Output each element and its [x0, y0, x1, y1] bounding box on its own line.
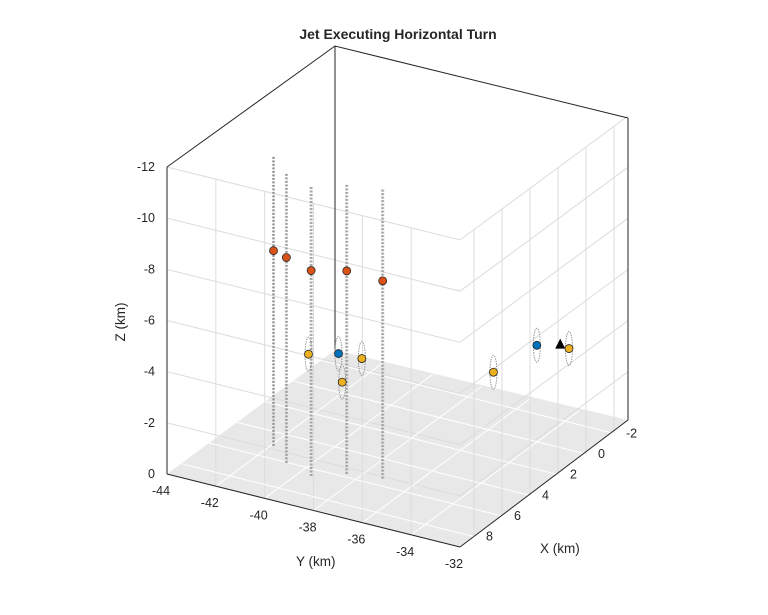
y-tick-label: -36	[347, 533, 365, 547]
z-tick-label: -12	[137, 160, 155, 174]
detection-point	[269, 246, 278, 256]
detection-point	[357, 354, 367, 363]
detection-point	[532, 340, 542, 350]
x-tick-label: 6	[514, 509, 521, 523]
x-floor-grid-line	[320, 359, 615, 434]
x-axis-label: X (km)	[540, 541, 580, 556]
y-floor-grid-line	[313, 386, 482, 511]
aircraft-truth-marker	[555, 338, 566, 349]
y-tick-label: -40	[250, 508, 268, 522]
x-tick-label: 4	[542, 488, 549, 502]
y-floor-grid-line	[215, 361, 385, 487]
y-floor-grid-line	[410, 410, 580, 536]
detection-point	[378, 276, 388, 286]
detection-point	[281, 253, 291, 262]
x-floor-grid-line	[292, 380, 587, 455]
detection-point	[306, 266, 316, 275]
tick-labels: 0 -2 -4 -6 -8 -10 -12 -44 -42 -40 -38 -36 -34 -32 -2 0 2…	[137, 160, 637, 571]
z-tick-label: 0	[148, 467, 155, 481]
x-tick-label: 0	[598, 447, 605, 461]
x-tick-label: 2	[570, 468, 577, 482]
detection-point	[334, 349, 343, 358]
detection-point	[337, 377, 347, 387]
y-tick-label: -32	[445, 557, 463, 571]
y-axis-label: Y (km)	[296, 554, 336, 569]
detection-point	[342, 266, 352, 276]
z-tick-label: -8	[144, 262, 155, 276]
y-tick-label: -42	[201, 496, 219, 510]
back-wall-x	[335, 46, 628, 420]
axes-box	[166, 45, 629, 548]
z-tick-label: -4	[144, 365, 155, 379]
y-tick-label: -34	[396, 545, 414, 559]
detection-point	[304, 349, 313, 359]
z-axis-label: Z (km)	[113, 303, 128, 342]
x-floor-grid-line	[264, 401, 559, 476]
z-tick-label: -6	[144, 314, 155, 328]
track-points	[269, 246, 574, 387]
y-tick-label: -44	[152, 484, 170, 498]
y-tick-label: -38	[298, 521, 316, 535]
x-floor-grid-line	[208, 442, 503, 517]
grid-lines	[166, 115, 629, 538]
z-tick-label: -10	[137, 211, 155, 225]
y-floor-grid-line	[264, 373, 433, 499]
x-tick-label: -2	[626, 426, 637, 440]
uncertainty-ellipses	[272, 156, 573, 480]
x-floor-grid-line	[180, 463, 475, 538]
detection-point	[564, 344, 574, 353]
x-tick-label: 8	[486, 530, 493, 544]
z-tick-label: -2	[144, 416, 155, 430]
detection-point	[489, 367, 498, 377]
chart-title: Jet Executing Horizontal Turn	[299, 26, 496, 42]
back-wall-y	[167, 46, 335, 474]
